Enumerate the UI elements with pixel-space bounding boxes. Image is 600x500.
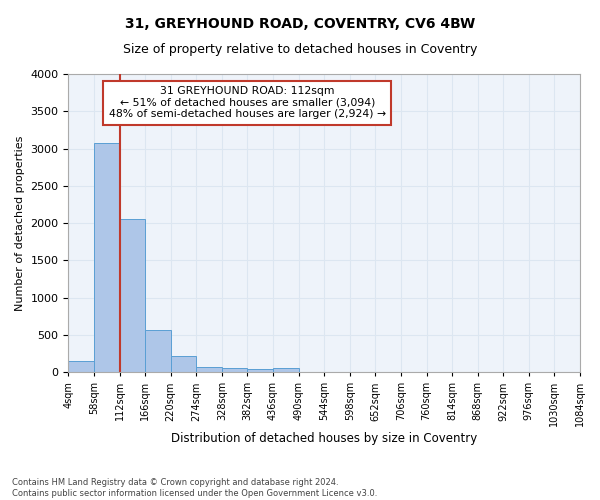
Text: 31 GREYHOUND ROAD: 112sqm
← 51% of detached houses are smaller (3,094)
48% of se: 31 GREYHOUND ROAD: 112sqm ← 51% of detac… <box>109 86 386 119</box>
Bar <box>68 361 94 372</box>
Bar <box>94 144 119 372</box>
Bar <box>171 356 196 372</box>
Bar <box>222 368 247 372</box>
Bar <box>145 330 171 372</box>
Bar <box>247 369 273 372</box>
Text: Contains HM Land Registry data © Crown copyright and database right 2024.
Contai: Contains HM Land Registry data © Crown c… <box>12 478 377 498</box>
Text: 31, GREYHOUND ROAD, COVENTRY, CV6 4BW: 31, GREYHOUND ROAD, COVENTRY, CV6 4BW <box>125 18 475 32</box>
Y-axis label: Number of detached properties: Number of detached properties <box>15 136 25 311</box>
Text: Size of property relative to detached houses in Coventry: Size of property relative to detached ho… <box>123 42 477 56</box>
Bar <box>273 368 299 372</box>
X-axis label: Distribution of detached houses by size in Coventry: Distribution of detached houses by size … <box>171 432 478 445</box>
Bar <box>196 366 222 372</box>
Bar <box>119 218 145 372</box>
